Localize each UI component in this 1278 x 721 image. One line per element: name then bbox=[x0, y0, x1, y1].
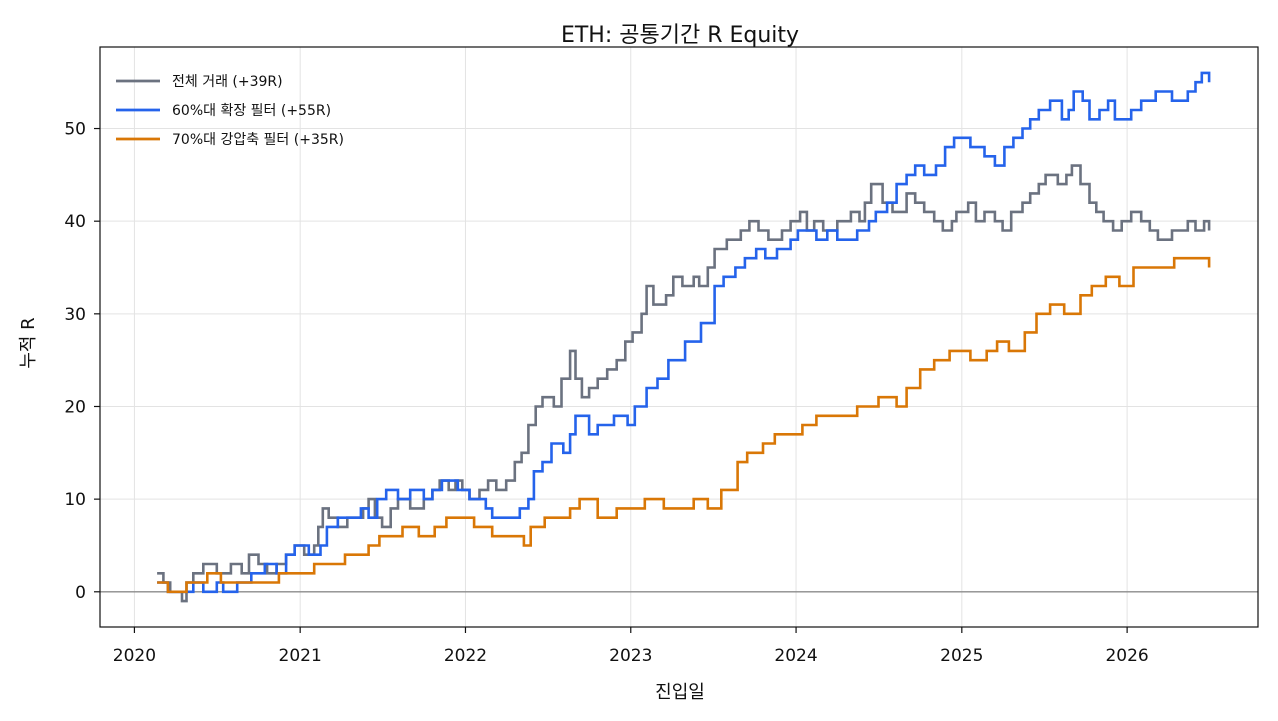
x-tick-label: 2021 bbox=[279, 646, 322, 666]
series-line-3 bbox=[157, 256, 1211, 594]
series-line-1 bbox=[157, 164, 1211, 603]
y-tick-label: 40 bbox=[64, 212, 86, 232]
y-tick-label: 0 bbox=[75, 583, 86, 603]
y-tick-label: 10 bbox=[64, 490, 86, 510]
x-tick-label: 2023 bbox=[609, 646, 652, 666]
x-tick-label: 2026 bbox=[1105, 646, 1148, 666]
x-tick-label: 2024 bbox=[774, 646, 817, 666]
y-axis-label: 누적 R bbox=[18, 317, 39, 368]
x-tick-label: 2020 bbox=[113, 646, 156, 666]
legend-label-1: 전체 거래 (+39R) bbox=[172, 74, 283, 90]
grid-lines bbox=[100, 47, 1258, 627]
x-axis-ticks: 2020 2021 2022 2023 2024 2025 2026 bbox=[113, 627, 1149, 666]
x-tick-label: 2025 bbox=[940, 646, 983, 666]
y-axis-ticks: 0 10 20 30 40 50 bbox=[64, 120, 100, 603]
x-tick-label: 2022 bbox=[444, 646, 487, 666]
x-axis-label: 진입일 bbox=[655, 682, 705, 703]
y-tick-label: 50 bbox=[64, 120, 86, 140]
series-line-2 bbox=[157, 71, 1211, 594]
y-tick-label: 20 bbox=[64, 397, 86, 417]
legend-label-3: 70%대 강압축 필터 (+35R) bbox=[172, 132, 344, 148]
y-tick-label: 30 bbox=[64, 305, 86, 325]
legend: 전체 거래 (+39R) 60%대 확장 필터 (+55R) 70%대 강압축 필터… bbox=[116, 74, 344, 148]
plot-area-frame bbox=[99, 46, 1259, 628]
chart-title: ETH: 공통기간 R Equity bbox=[561, 23, 799, 48]
series-lines bbox=[157, 71, 1211, 603]
legend-label-2: 60%대 확장 필터 (+55R) bbox=[172, 103, 331, 119]
